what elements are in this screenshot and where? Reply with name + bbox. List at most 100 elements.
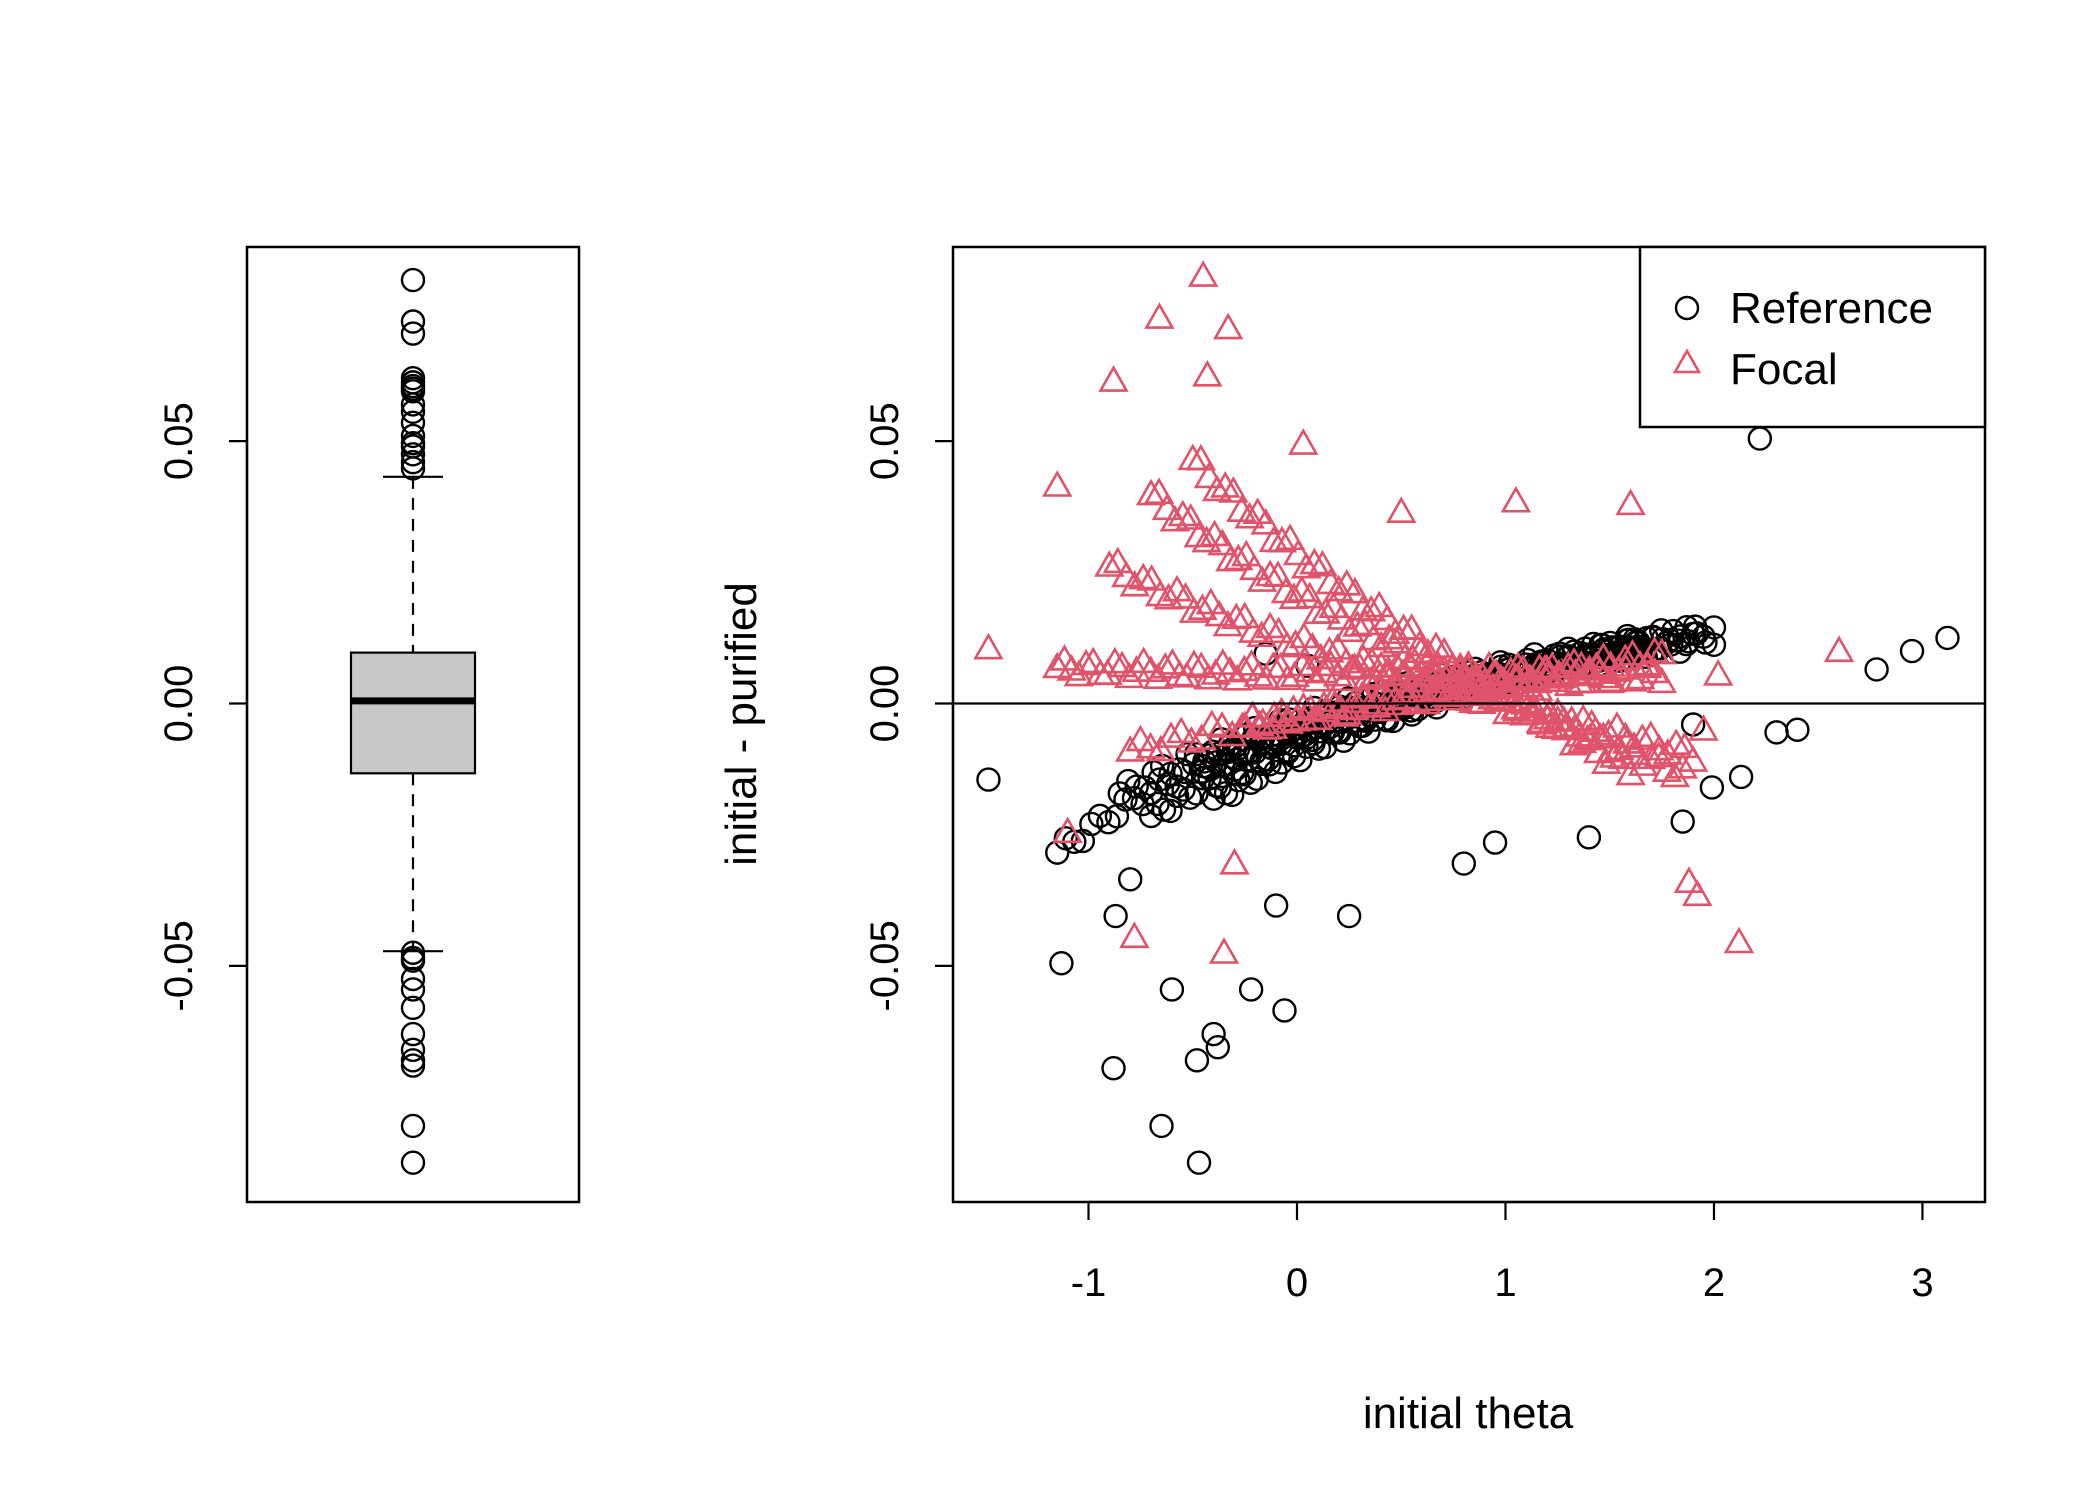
focal-point (1145, 734, 1177, 762)
focal-point (1206, 711, 1238, 738)
legend-reference-label: Reference (1730, 284, 1933, 333)
focal-point (1314, 635, 1345, 663)
legend-reference-marker (1674, 295, 1700, 321)
focal-point (1216, 719, 1248, 747)
focal-point (1119, 921, 1150, 949)
focal-point (1229, 654, 1260, 682)
focal-point (1238, 553, 1270, 581)
boxplot-outlier (400, 977, 426, 1002)
reference-point (1205, 1035, 1230, 1060)
boxplot-outlier (400, 1113, 426, 1139)
focal-point (1373, 622, 1405, 650)
reference-point (1257, 752, 1282, 777)
focal-point (1305, 642, 1337, 670)
reference-point (1171, 777, 1196, 802)
focal-point (1688, 714, 1719, 741)
reference-point (1184, 1048, 1210, 1073)
focal-point (1386, 496, 1417, 524)
focal-point (1155, 721, 1187, 748)
reference-point (1294, 734, 1319, 759)
reference-point (1149, 1113, 1174, 1139)
focal-point (1165, 716, 1197, 744)
boxplot-outlier (400, 948, 426, 973)
boxplot-outlier (400, 399, 426, 424)
focal-point (1193, 461, 1225, 489)
focal-point (1329, 700, 1360, 727)
reference-point (1356, 719, 1381, 744)
boxplot-outlier (400, 1053, 426, 1078)
reference-point (1183, 742, 1209, 767)
boxplot-y-tick-label: -0.05 (157, 920, 201, 1011)
focal-point (1157, 648, 1188, 675)
focal-point (1500, 485, 1532, 513)
scatter-x-tick-label: 1 (1494, 1261, 1516, 1305)
focal-point (1192, 359, 1223, 387)
focal-point (1723, 926, 1755, 954)
boxplot-outlier (400, 267, 426, 293)
focal-point (1159, 504, 1191, 532)
scatter-x-tick-label: 3 (1911, 1261, 1933, 1305)
scatter-x-tick-label: -1 (1071, 1261, 1107, 1305)
focal-point (1250, 507, 1281, 535)
focal-point (1627, 723, 1658, 750)
reference-point (1164, 783, 1190, 809)
focal-point (1610, 643, 1641, 670)
reference-point (1103, 903, 1128, 929)
focal-point (1617, 664, 1649, 692)
focal-point (1431, 673, 1462, 701)
reference-point (1049, 951, 1074, 976)
scatter-points (973, 260, 1960, 1175)
focal-point (1607, 742, 1638, 770)
focal-point (1646, 666, 1678, 694)
focal-point (1270, 576, 1302, 604)
focal-point (1052, 816, 1083, 844)
scatter-y-tick-label: 0.00 (863, 665, 907, 743)
reference-point (1275, 738, 1301, 763)
scatter-x-axis: -1 0 1 2 3 (1071, 1200, 1934, 1305)
reference-point (1576, 825, 1602, 850)
focal-point (1070, 648, 1102, 676)
focal-point (1659, 760, 1691, 788)
reference-point (1226, 767, 1251, 793)
scatter-y-axis: -0.05 0.00 0.05 (863, 402, 955, 1011)
reference-point (1124, 774, 1149, 799)
reference-point (1935, 625, 1960, 651)
reference-point (1186, 1150, 1212, 1175)
boxplot-outlier (400, 410, 426, 435)
focal-point (1246, 620, 1277, 648)
focal-point (1299, 547, 1330, 575)
focal-point (973, 632, 1004, 660)
focal-point (1243, 660, 1275, 687)
boxplot-outlier (400, 1150, 426, 1175)
scatter-panel: -1 0 1 2 3 -0.05 0.00 0.05 initial theta initi… (717, 245, 1987, 1438)
focal-point (1420, 631, 1452, 659)
legend-focal-marker (1672, 348, 1702, 374)
focal-point (1263, 616, 1294, 644)
focal-point (1558, 647, 1590, 674)
focal-point (1445, 655, 1476, 683)
focal-point (1461, 661, 1492, 688)
boxplot-panel: -0.05 0.00 0.05 (157, 245, 581, 1204)
focal-point (1282, 538, 1314, 566)
focal-point (1543, 658, 1574, 686)
focal-point (1518, 691, 1549, 718)
reference-point (1864, 657, 1889, 682)
focal-point (1339, 576, 1371, 604)
focal-point (1209, 471, 1241, 498)
focal-point (1094, 550, 1125, 577)
focal-point (1187, 260, 1219, 287)
scatter-x-tick-label: 0 (1286, 1261, 1308, 1305)
boxplot-outlier (400, 309, 426, 334)
focal-point (1342, 610, 1373, 637)
reference-point (1482, 830, 1508, 855)
reference-point (1087, 803, 1113, 829)
reference-point (1728, 764, 1754, 790)
focal-point (1553, 669, 1585, 697)
x-axis-label: initial theta (1363, 1389, 1574, 1438)
focal-point (1509, 688, 1541, 715)
focal-point (1673, 866, 1705, 893)
reference-point (1281, 733, 1307, 758)
iqr-box (349, 651, 477, 775)
focal-point (1223, 543, 1254, 571)
